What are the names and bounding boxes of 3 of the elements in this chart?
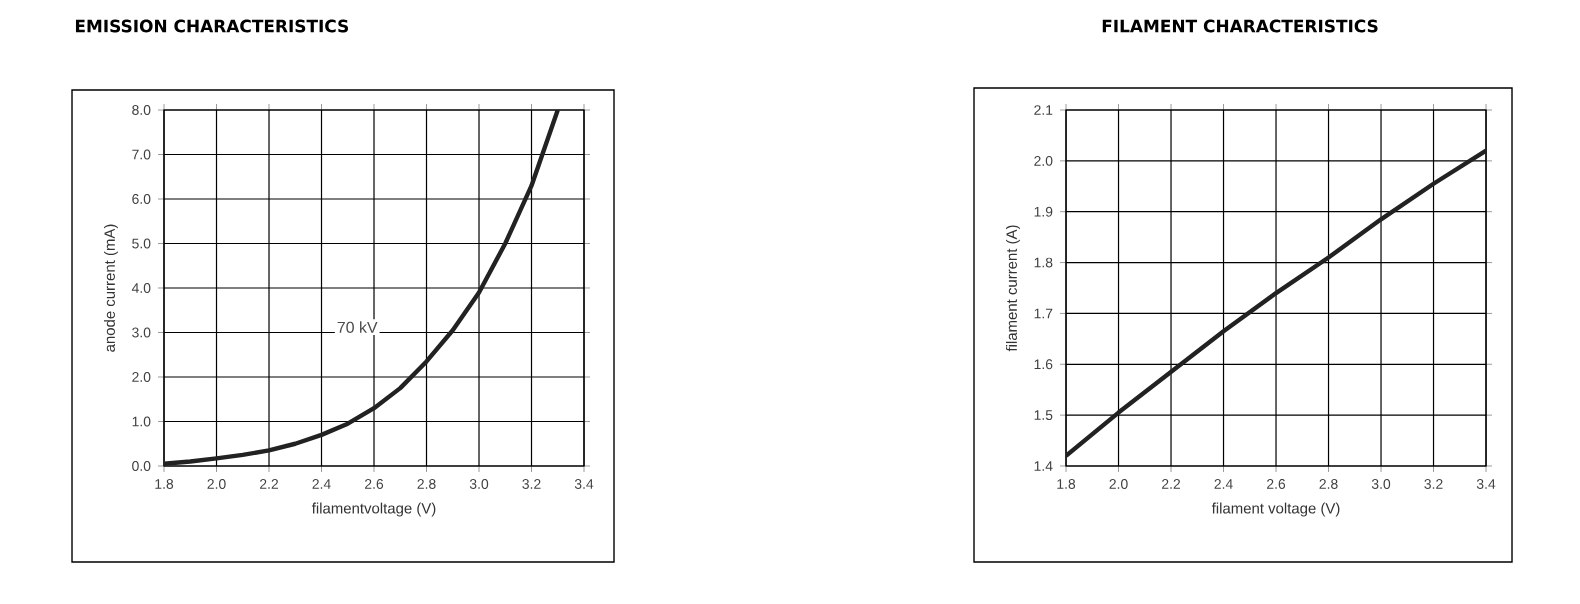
chart-title: FILAMENT CHARACTERISTICS	[1102, 19, 1378, 33]
line-series	[164, 110, 560, 466]
chart-title: EMISSION CHARACTERISTICS	[75, 19, 349, 33]
